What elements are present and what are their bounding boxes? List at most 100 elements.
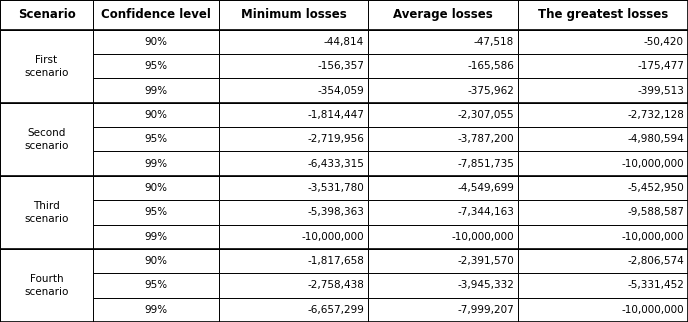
Text: -44,814: -44,814 (324, 37, 364, 47)
Bar (518, 103, 688, 127)
Text: -6,433,315: -6,433,315 (308, 159, 364, 169)
Bar (93, 103, 219, 127)
Text: -10,000,000: -10,000,000 (301, 232, 364, 242)
Bar (219, 249, 368, 273)
Text: -175,477: -175,477 (637, 61, 684, 71)
Bar (0, 30, 93, 103)
Bar (518, 224, 688, 249)
Bar (518, 54, 688, 78)
Bar (219, 0, 368, 30)
Text: -2,758,438: -2,758,438 (308, 280, 364, 290)
Bar (368, 176, 518, 200)
Bar (368, 249, 518, 273)
Bar (518, 151, 688, 176)
Text: -156,357: -156,357 (317, 61, 364, 71)
Text: -3,787,200: -3,787,200 (458, 134, 514, 144)
Text: 99%: 99% (144, 159, 167, 169)
Text: -7,999,207: -7,999,207 (458, 305, 514, 315)
Text: -2,719,956: -2,719,956 (308, 134, 364, 144)
Text: -4,549,699: -4,549,699 (457, 183, 514, 193)
Bar (368, 30, 518, 54)
Bar (368, 224, 518, 249)
Bar (368, 0, 518, 30)
Bar (93, 298, 219, 322)
Text: -3,945,332: -3,945,332 (457, 280, 514, 290)
Bar (518, 176, 688, 200)
Text: -3,531,780: -3,531,780 (308, 183, 364, 193)
Text: -10,000,000: -10,000,000 (621, 159, 684, 169)
Text: -6,657,299: -6,657,299 (308, 305, 364, 315)
Bar (219, 151, 368, 176)
Bar (368, 273, 518, 298)
Bar (368, 54, 518, 78)
Bar (518, 0, 688, 30)
Text: -165,586: -165,586 (467, 61, 514, 71)
Text: -2,307,055: -2,307,055 (458, 110, 514, 120)
Text: 95%: 95% (144, 134, 167, 144)
Text: 99%: 99% (144, 232, 167, 242)
Bar (93, 0, 219, 30)
Text: -1,814,447: -1,814,447 (308, 110, 364, 120)
Text: -1,817,658: -1,817,658 (308, 256, 364, 266)
Bar (518, 273, 688, 298)
Bar (93, 224, 219, 249)
Text: -7,344,163: -7,344,163 (457, 207, 514, 217)
Text: 90%: 90% (144, 37, 167, 47)
Text: -4,980,594: -4,980,594 (627, 134, 684, 144)
Bar (368, 78, 518, 103)
Text: -9,588,587: -9,588,587 (627, 207, 684, 217)
Text: 95%: 95% (144, 61, 167, 71)
Text: -10,000,000: -10,000,000 (621, 305, 684, 315)
Text: 95%: 95% (144, 280, 167, 290)
Text: 99%: 99% (144, 305, 167, 315)
Text: -47,518: -47,518 (474, 37, 514, 47)
Text: -2,391,570: -2,391,570 (458, 256, 514, 266)
Bar (368, 151, 518, 176)
Text: -5,398,363: -5,398,363 (308, 207, 364, 217)
Text: 90%: 90% (144, 183, 167, 193)
Bar (368, 298, 518, 322)
Bar (518, 200, 688, 224)
Bar (93, 127, 219, 151)
Bar (93, 151, 219, 176)
Text: -7,851,735: -7,851,735 (457, 159, 514, 169)
Bar (219, 78, 368, 103)
Bar (219, 127, 368, 151)
Bar (93, 78, 219, 103)
Text: -2,806,574: -2,806,574 (627, 256, 684, 266)
Bar (93, 200, 219, 224)
Text: -399,513: -399,513 (637, 86, 684, 96)
Text: Fourth
scenario: Fourth scenario (24, 274, 69, 297)
Bar (518, 78, 688, 103)
Text: Confidence level: Confidence level (101, 8, 211, 21)
Text: -50,420: -50,420 (644, 37, 684, 47)
Text: Second
scenario: Second scenario (24, 128, 69, 151)
Text: Scenario: Scenario (18, 8, 76, 21)
Text: Third
scenario: Third scenario (24, 201, 69, 224)
Text: -5,331,452: -5,331,452 (627, 280, 684, 290)
Bar (0, 176, 93, 249)
Bar (368, 127, 518, 151)
Bar (0, 249, 93, 322)
Bar (518, 30, 688, 54)
Text: -2,732,128: -2,732,128 (627, 110, 684, 120)
Text: 95%: 95% (144, 207, 167, 217)
Bar (518, 127, 688, 151)
Bar (518, 298, 688, 322)
Text: -375,962: -375,962 (467, 86, 514, 96)
Text: The greatest losses: The greatest losses (538, 8, 668, 21)
Bar (518, 249, 688, 273)
Bar (93, 273, 219, 298)
Bar (0, 103, 93, 176)
Text: First
scenario: First scenario (24, 55, 69, 78)
Bar (219, 103, 368, 127)
Bar (219, 224, 368, 249)
Text: Minimum losses: Minimum losses (241, 8, 346, 21)
Bar (93, 249, 219, 273)
Bar (219, 54, 368, 78)
Text: 90%: 90% (144, 256, 167, 266)
Text: 90%: 90% (144, 110, 167, 120)
Bar (219, 176, 368, 200)
Bar (219, 30, 368, 54)
Text: -354,059: -354,059 (317, 86, 364, 96)
